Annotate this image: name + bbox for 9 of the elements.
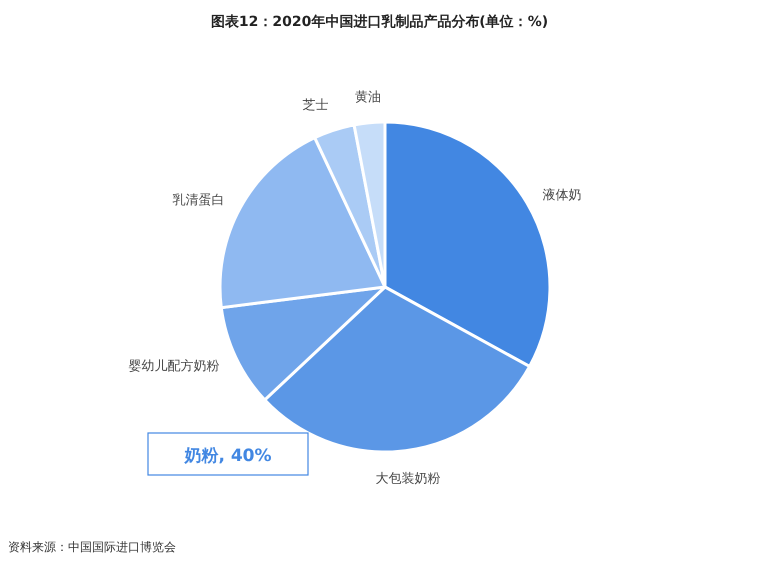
slice-label: 婴幼儿配方奶粉 [128, 358, 220, 374]
slice-label: 芝士 [302, 98, 328, 113]
callout: 奶粉, 40% [147, 432, 309, 476]
slice-label: 黄油 [354, 90, 381, 105]
text: 资料来源：中国国际进口博览会 [8, 540, 176, 554]
slice-label: 大包装奶粉 [375, 472, 440, 487]
slice-label: 乳清蛋白 [172, 192, 225, 208]
slice-label: 液体奶 [542, 188, 582, 203]
chart-title: 图表12：2020年中国进口乳制品产品分布(单位：%) [210, 13, 548, 30]
